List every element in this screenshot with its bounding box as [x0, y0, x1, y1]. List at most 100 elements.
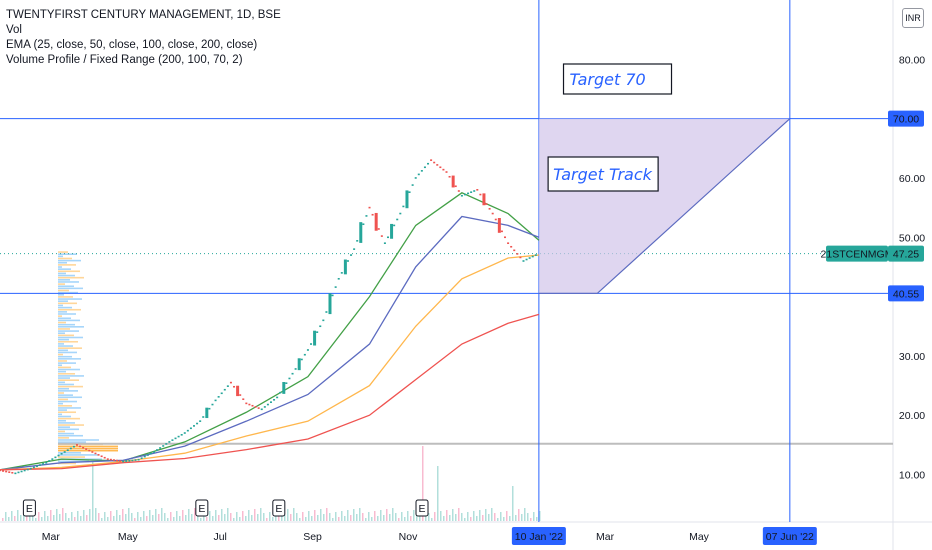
target-track-box[interactable] — [547, 156, 659, 192]
volume-bar — [515, 515, 517, 521]
candle — [399, 212, 402, 215]
candle — [297, 358, 301, 371]
earnings-marker[interactable] — [415, 499, 429, 517]
volume-profile-bar — [58, 383, 74, 386]
target-track-label: Target Track — [553, 165, 653, 184]
earnings-marker[interactable] — [22, 499, 36, 517]
candle — [26, 468, 29, 471]
volume-bar — [314, 510, 316, 521]
y-tick-label: 10.00 — [899, 470, 925, 482]
candle — [82, 446, 85, 449]
volume-bar — [164, 513, 166, 521]
candle — [180, 434, 183, 436]
volume-bar — [329, 513, 331, 521]
volume-profile-bar — [58, 293, 64, 296]
candle — [288, 377, 291, 380]
volume-profile-bar — [58, 456, 85, 458]
candle — [266, 403, 269, 406]
volume-profile-bar — [58, 381, 65, 384]
volume-bar — [104, 512, 106, 521]
volume-profile-bar — [58, 338, 69, 341]
candle — [476, 189, 479, 191]
volume-bar — [74, 517, 76, 521]
price-badge-4055: 40.55 — [893, 288, 919, 300]
candle — [54, 456, 57, 459]
volume-profile-bar — [58, 417, 80, 420]
candle — [162, 445, 165, 447]
candle — [300, 358, 303, 361]
target-track-line[interactable] — [538, 118, 791, 294]
target-track-zone[interactable] — [538, 118, 790, 294]
volume-profile-bar — [58, 266, 62, 268]
ema-line-1 — [0, 192, 540, 471]
legend-vol[interactable]: Vol — [6, 24, 22, 36]
candle — [103, 456, 106, 459]
candle — [356, 240, 359, 242]
volume-profile-bar — [58, 449, 118, 452]
candle — [346, 260, 349, 262]
volume-bar — [404, 517, 406, 521]
candle — [411, 184, 414, 186]
x-tick-label: Mar — [42, 531, 61, 543]
volume-bar — [161, 508, 163, 521]
volume-bar — [299, 518, 301, 521]
candle — [72, 445, 75, 448]
volume-bar — [311, 516, 313, 521]
volume-bar — [377, 516, 379, 521]
candle — [85, 448, 88, 450]
candle — [386, 236, 389, 239]
volume-bar — [215, 510, 217, 521]
volume-bar — [11, 511, 13, 521]
legend-volume-profile[interactable]: Volume Profile / Fixed Range (200, 100, … — [6, 54, 243, 66]
volume-bar — [437, 466, 439, 521]
candle — [500, 230, 503, 233]
volume-bar — [218, 515, 220, 521]
volume-bar — [68, 518, 70, 521]
earnings-marker[interactable] — [195, 499, 209, 517]
volume-bar — [533, 512, 535, 521]
legend-ema[interactable]: EMA (25, close, 50, close, 100, close, 2… — [6, 39, 258, 51]
candle — [405, 190, 409, 209]
volume-bar — [497, 518, 499, 521]
y-tick-label: 80.00 — [899, 54, 925, 66]
volume-bar — [14, 516, 16, 521]
candle — [242, 398, 245, 401]
volume-bar — [83, 510, 85, 521]
candle — [122, 460, 125, 463]
candle — [143, 455, 146, 458]
volume-profile-bar — [58, 460, 89, 463]
candle — [45, 461, 48, 464]
currency-button[interactable]: INR — [902, 8, 924, 28]
earnings-marker[interactable] — [272, 499, 286, 517]
volume-bar — [503, 517, 505, 521]
volume-profile-bar — [58, 345, 73, 347]
candle — [106, 458, 109, 460]
candle — [211, 403, 214, 406]
candle — [390, 223, 394, 239]
candle — [408, 191, 411, 193]
volume-profile-bar — [58, 272, 66, 275]
candle — [257, 407, 260, 409]
volume-bar — [485, 509, 487, 521]
candle — [343, 259, 347, 275]
volume-bar — [227, 508, 229, 521]
volume-profile-bar — [58, 276, 84, 279]
candle — [494, 218, 497, 221]
x-tick-label: May — [689, 531, 710, 543]
volume-profile-bar — [58, 336, 83, 339]
candle — [510, 245, 513, 248]
candle — [273, 399, 276, 401]
volume-bar — [362, 513, 364, 521]
volume-profile-bar — [58, 306, 72, 309]
candle — [276, 396, 279, 399]
volume-bar — [383, 515, 385, 521]
candle — [109, 458, 112, 461]
candle — [156, 449, 159, 451]
target70-box[interactable] — [562, 63, 673, 95]
candle — [482, 193, 486, 206]
y-tick-label: 20.00 — [899, 410, 925, 422]
volume-bar — [92, 461, 94, 521]
date-badge-2-bg — [762, 527, 817, 545]
volume-profile-bar — [58, 328, 70, 330]
